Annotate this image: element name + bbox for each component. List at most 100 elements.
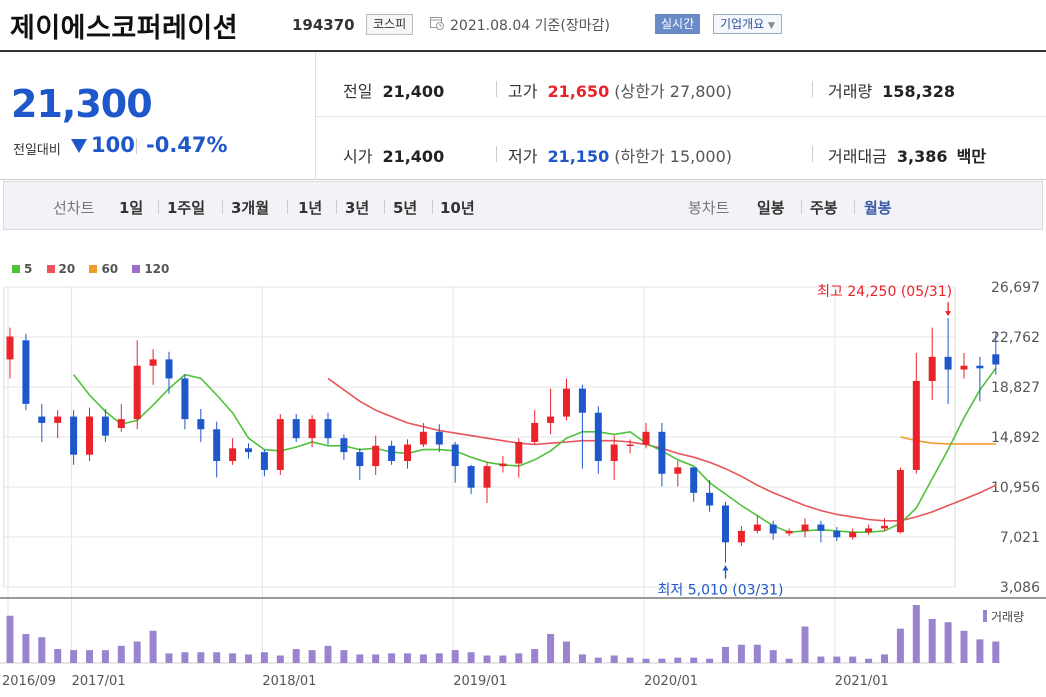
candle — [483, 462, 491, 503]
volume-bar — [865, 658, 873, 663]
prev-close: 전일 21,400 — [343, 78, 444, 102]
candle — [722, 501, 729, 563]
volume-bar — [690, 657, 698, 663]
volume-bar — [928, 618, 936, 663]
company-overview-dropdown[interactable]: 기업개요 ▼ — [713, 14, 782, 34]
x-tick-label: 2017/01 — [72, 674, 126, 689]
x-tick-label: 2016/09 — [2, 674, 56, 689]
chevron-down-icon: ▼ — [768, 21, 775, 31]
candle — [706, 480, 714, 512]
volume-bar — [706, 658, 714, 663]
volume-legend-swatch — [983, 610, 987, 622]
volume-bar — [419, 654, 427, 663]
candle — [960, 353, 968, 379]
candle — [276, 414, 284, 476]
candle-monthly[interactable]: 월봉 — [864, 199, 892, 217]
price-chart: 26,697 22,762 18,827 14,892 10,956 7,021 3,086… — [0, 280, 1046, 689]
candle-weekly[interactable]: 주봉 — [810, 199, 838, 217]
high-annotation: 최고 24,250 (05/31) — [817, 284, 952, 300]
volume-bar — [149, 630, 157, 663]
amount-value: 3,386 — [896, 147, 948, 166]
volume-bar — [594, 657, 602, 663]
company-overview-label: 기업개요 — [720, 17, 765, 31]
volume-bar — [960, 630, 968, 663]
high-label: 고가 — [508, 82, 538, 101]
open-price: 시가 21,400 — [343, 143, 444, 167]
period-3y[interactable]: 3년 — [345, 199, 370, 217]
volume-bar — [70, 650, 78, 663]
candle — [690, 467, 698, 502]
amount-unit: 백만 — [956, 147, 987, 166]
volume-bar — [674, 657, 682, 663]
volume-bar — [308, 650, 316, 663]
volume-bar — [896, 628, 904, 663]
candle — [658, 422, 666, 487]
volume-bar — [833, 656, 841, 663]
candle — [849, 528, 857, 540]
candle — [229, 438, 237, 465]
x-tick-label: 2018/01 — [262, 674, 316, 689]
candle — [928, 327, 936, 401]
volume-bar — [658, 658, 666, 663]
candle — [531, 410, 539, 445]
candle — [86, 407, 93, 462]
candle — [785, 528, 793, 536]
stock-code: 194370 — [292, 16, 355, 34]
low-price: 저가 21,150 (하한가 15,000) — [508, 143, 732, 167]
candle — [435, 424, 443, 453]
volume-bar — [753, 644, 761, 663]
candle — [245, 443, 252, 459]
volume-bar — [769, 650, 777, 663]
volume-bar — [133, 641, 141, 663]
realtime-button[interactable]: 실시간 — [655, 14, 701, 34]
high-price: 고가 21,650 (상한가 27,800) — [508, 78, 732, 102]
candle — [626, 439, 634, 454]
volume-bar — [292, 649, 300, 663]
prev-close-value: 21,400 — [382, 82, 445, 101]
candle — [881, 518, 888, 531]
period-1w[interactable]: 1주일 — [167, 199, 206, 217]
current-price: 21,300 — [11, 82, 153, 126]
period-3m[interactable]: 3개월 — [231, 199, 270, 217]
candle — [563, 378, 570, 421]
volume-bar — [976, 639, 984, 663]
volume-bar — [356, 654, 364, 663]
stock-header: 제이에스코퍼레이션 194370 코스피 2021.08.04 기준(장마감) … — [0, 0, 1046, 50]
y-tick-label: 18,827 — [991, 380, 1040, 396]
candle — [976, 356, 984, 402]
change-percent: -0.47% — [146, 133, 228, 157]
volume-bar — [276, 655, 284, 663]
candle-chart-label: 봉차트 — [688, 199, 730, 217]
volume-bar — [38, 637, 46, 663]
prev-close-label: 전일 — [343, 82, 373, 101]
volume-legend-label: 거래량 — [991, 610, 1024, 624]
period-5y[interactable]: 5년 — [393, 199, 418, 217]
y-tick-label: 14,892 — [991, 430, 1040, 446]
volume-bar — [229, 653, 237, 663]
y-tick-label: 3,086 — [1000, 580, 1040, 596]
volume-bar — [213, 652, 221, 663]
candle — [499, 455, 507, 473]
candle — [197, 408, 205, 442]
volume-bar — [563, 641, 570, 663]
company-name: 제이에스코퍼레이션 — [10, 13, 239, 44]
change-label: 전일대비 — [13, 143, 61, 158]
period-1y[interactable]: 1년 — [298, 199, 323, 217]
candle — [594, 406, 602, 474]
ma-legend: 5 20 60 120 — [12, 262, 179, 276]
candle-daily[interactable]: 일봉 — [757, 199, 785, 217]
candle — [149, 349, 157, 385]
period-10y[interactable]: 10년 — [440, 199, 475, 217]
volume-bar — [817, 656, 825, 663]
market-badge: 코스피 — [366, 14, 414, 35]
legend-ma120: 120 — [132, 262, 169, 276]
candle — [308, 415, 316, 448]
candle — [419, 422, 427, 448]
period-1d[interactable]: 1일 — [119, 199, 144, 217]
volume-bar — [531, 649, 539, 663]
candle — [340, 434, 348, 460]
low-annotation: 최저 5,010 (03/31) — [658, 583, 784, 599]
candle — [515, 438, 523, 478]
legend-ma5: 5 — [12, 262, 32, 276]
volume-bar — [483, 655, 491, 663]
